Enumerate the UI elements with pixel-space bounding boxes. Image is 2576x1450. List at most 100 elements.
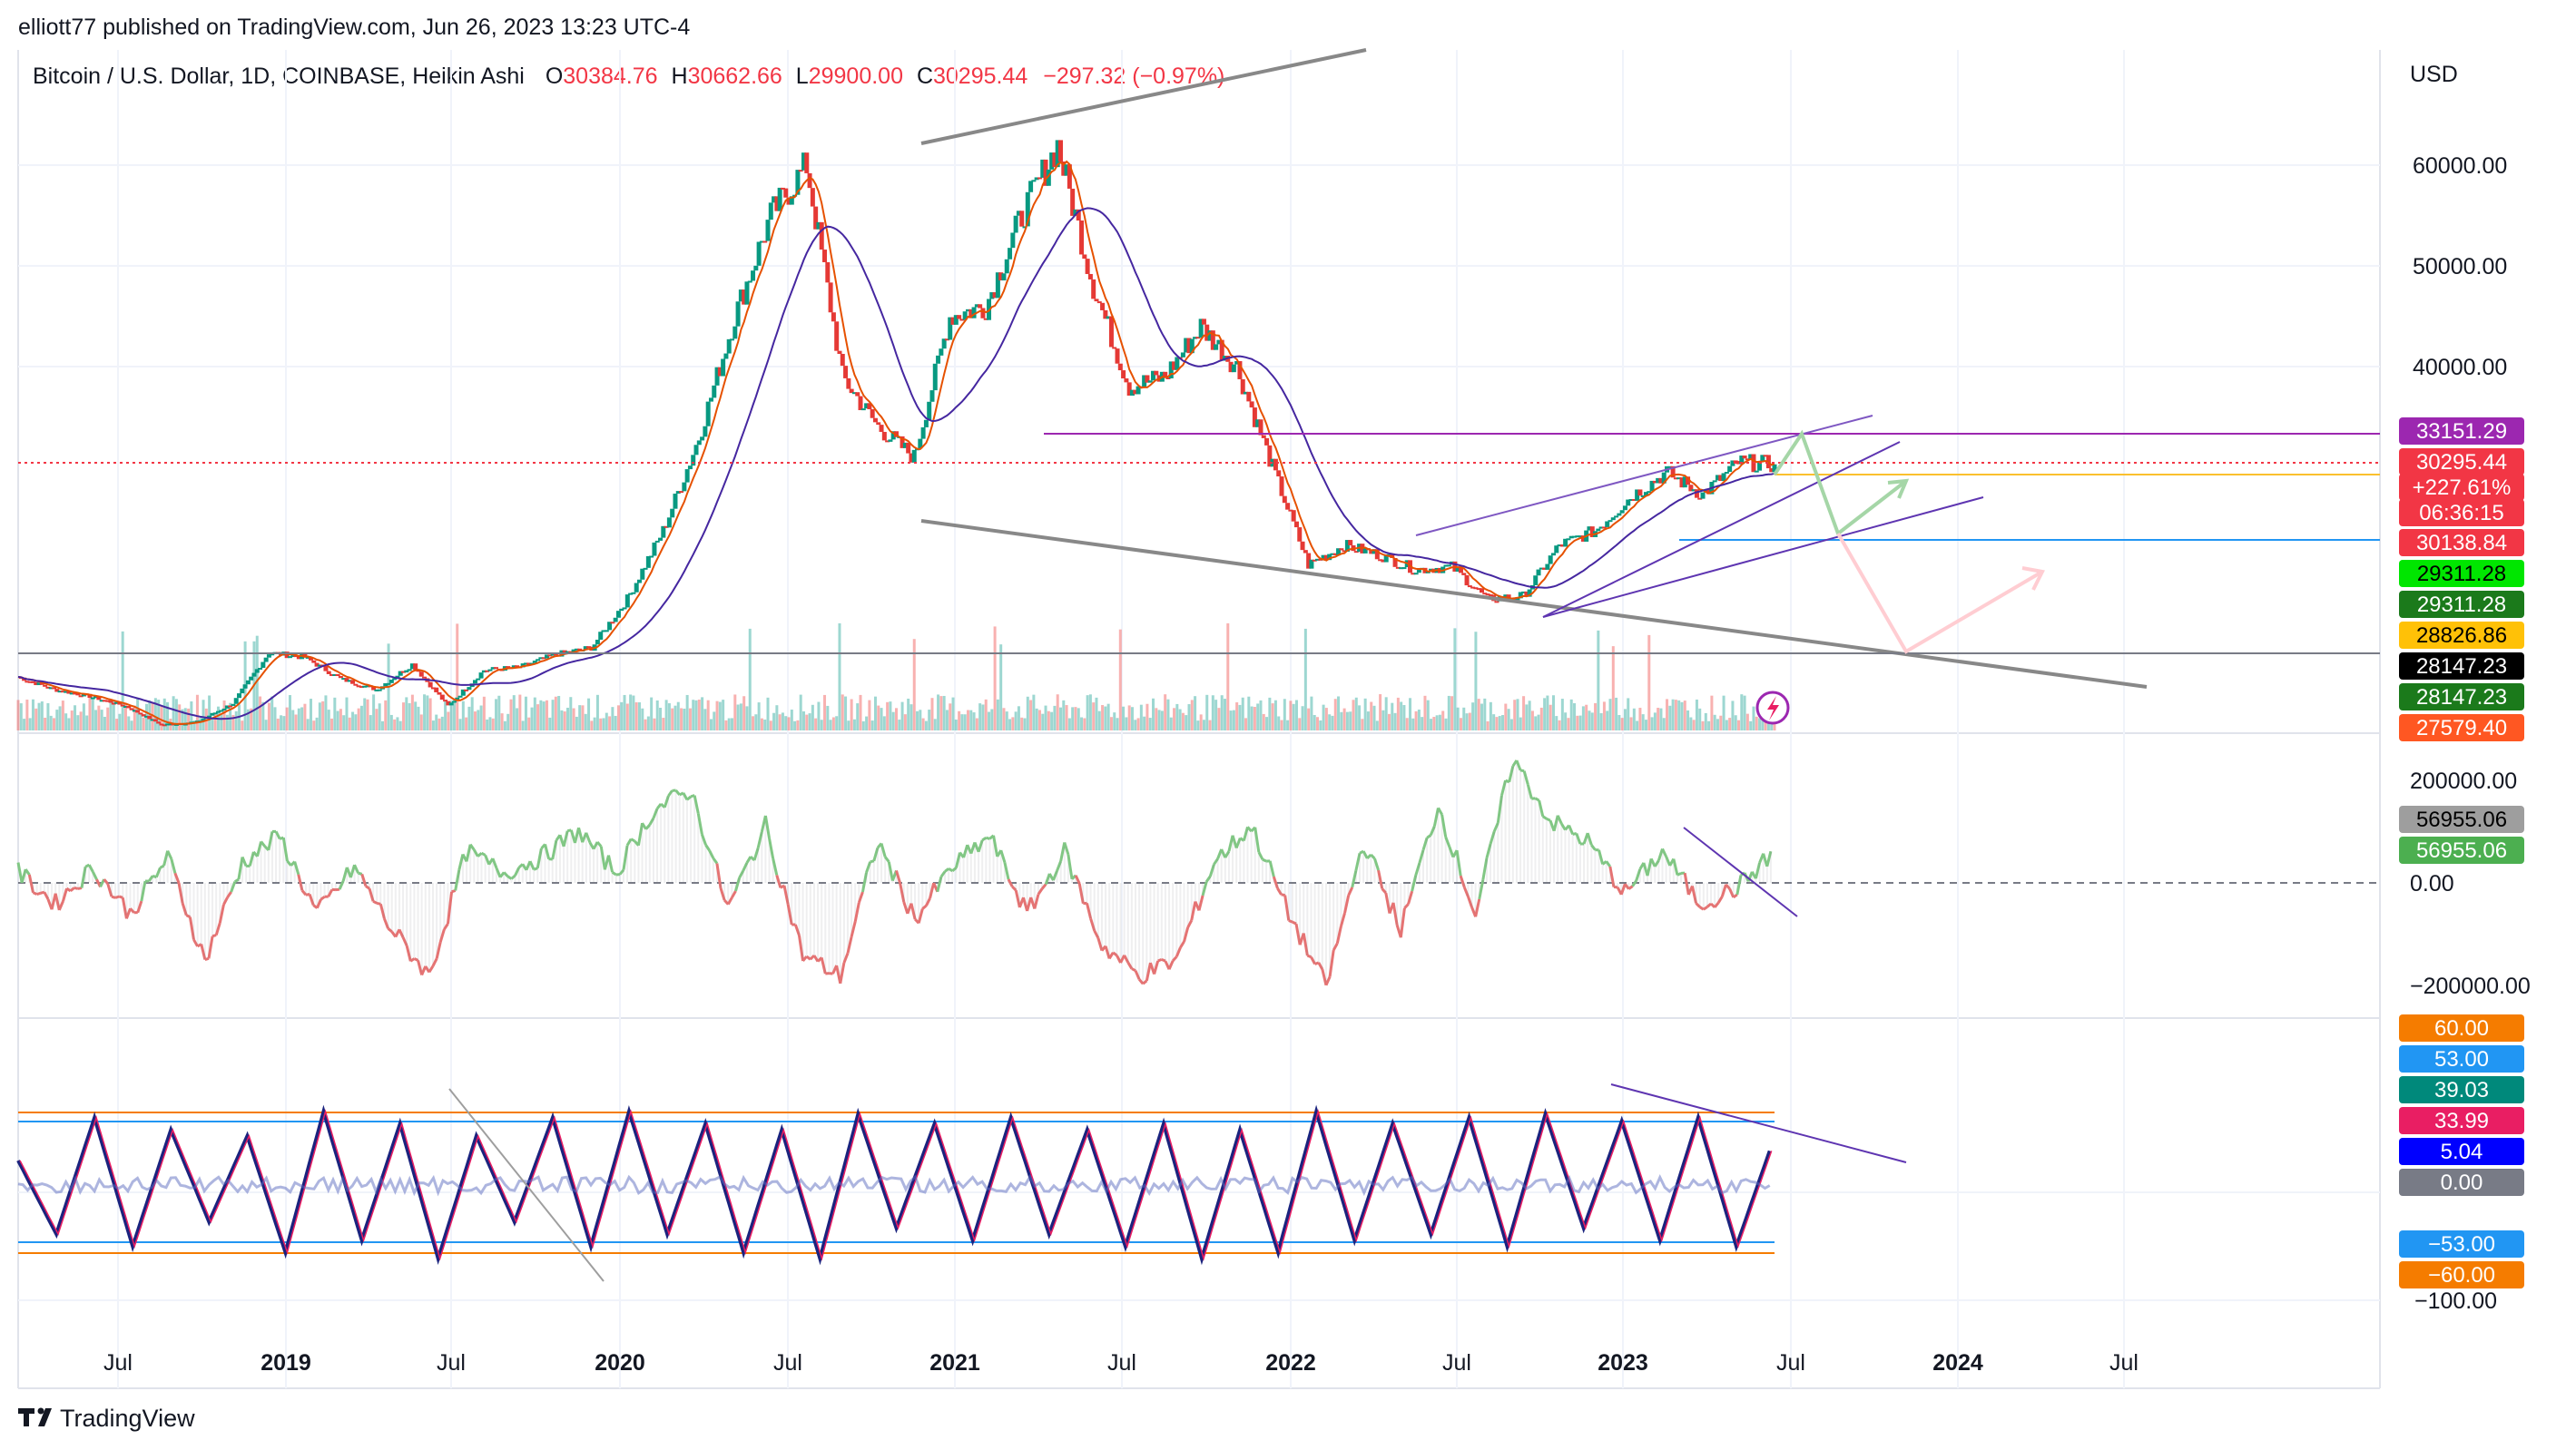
volume-bar: [1686, 710, 1690, 730]
volume-bar: [775, 705, 779, 730]
candle: [1772, 464, 1777, 473]
candle: [1760, 455, 1765, 462]
volume-bar: [67, 718, 71, 730]
mid-line-seg: [480, 851, 487, 857]
volume-bar: [348, 717, 351, 730]
lightning-icon[interactable]: [1755, 691, 1790, 725]
volume-bar: [1363, 698, 1367, 730]
candle: [1733, 460, 1738, 463]
volume-bar: [981, 704, 985, 730]
volume-bar: [213, 713, 217, 730]
mid-line-seg: [233, 877, 240, 883]
candle: [777, 187, 782, 211]
mid-line-seg: [1281, 893, 1285, 897]
candle: [1411, 573, 1416, 575]
mid-line-seg: [839, 962, 846, 985]
volume-bar: [1405, 718, 1409, 730]
candle: [1073, 209, 1078, 216]
volume-bar: [1058, 707, 1062, 730]
volume-bar: [1074, 707, 1077, 730]
candle: [73, 692, 78, 695]
mid-line-seg: [491, 857, 498, 869]
x-tick-label: Jul: [1442, 1350, 1471, 1376]
mid-line-seg: [267, 831, 274, 851]
volume-bar: [506, 713, 510, 730]
volume-bar: [222, 700, 226, 730]
volume-bar: [1411, 718, 1415, 730]
volume-bar: [1067, 718, 1071, 730]
candle: [1207, 330, 1213, 341]
volume-bar: [898, 720, 901, 730]
candle: [1455, 567, 1460, 572]
mid-line-seg: [129, 907, 135, 914]
volume-bar: [23, 719, 26, 730]
candle: [1214, 344, 1219, 350]
mid-line-seg: [338, 880, 345, 890]
volume-bar: [1244, 718, 1248, 730]
candle: [562, 650, 567, 652]
candle: [747, 280, 752, 283]
x-tick-label: 2021: [929, 1350, 980, 1376]
volume-bar: [1704, 712, 1707, 730]
mid-line-seg: [1631, 879, 1637, 887]
volume-bar: [996, 699, 999, 730]
candle: [738, 289, 743, 302]
candle: [944, 338, 949, 341]
volume-bar: [581, 705, 585, 730]
volume-bar: [199, 718, 202, 730]
volume-bar: [1683, 701, 1686, 730]
candle: [1040, 159, 1046, 178]
volume-bar: [1450, 696, 1454, 730]
mid-line-seg: [305, 893, 310, 896]
osc-badge-text: 33.99: [2434, 1109, 2489, 1133]
candle: [451, 701, 457, 703]
mid-line-seg: [696, 813, 703, 835]
volume-bar: [715, 701, 719, 730]
candle: [1306, 553, 1312, 569]
mid-line-seg: [1343, 895, 1351, 914]
candle: [1610, 517, 1616, 521]
candle: [1443, 564, 1449, 567]
volume-bar: [229, 702, 232, 730]
candle: [825, 261, 831, 283]
mid-line-seg: [1474, 898, 1481, 917]
mid-line-seg: [200, 944, 207, 960]
mid-line-seg: [1381, 887, 1387, 895]
candle: [1647, 491, 1652, 494]
candle: [577, 648, 583, 651]
candle: [1601, 526, 1607, 529]
candle: [1679, 477, 1685, 488]
volume-bar: [870, 720, 874, 730]
candle: [1285, 503, 1291, 510]
mid-line-seg: [1131, 967, 1136, 972]
mid-line-seg: [1556, 815, 1563, 825]
symbol-title: Bitcoin / U.S. Dollar, 1D, COINBASE, Hei…: [33, 64, 1224, 89]
candle: [1518, 592, 1523, 599]
volume-bar: [1534, 716, 1538, 730]
candle: [721, 358, 726, 377]
volume-bar: [294, 714, 298, 730]
candle: [359, 686, 364, 689]
mid-line-seg: [1683, 872, 1690, 896]
volume-bar: [64, 713, 68, 730]
volume-bar: [1549, 704, 1552, 730]
candle: [1578, 535, 1583, 538]
candle: [1303, 550, 1308, 554]
candle: [1488, 594, 1493, 597]
candle: [1013, 215, 1018, 233]
volume-bar: [1289, 701, 1293, 730]
volume-bar: [491, 718, 495, 730]
volume-bar: [136, 698, 140, 730]
volume-bar: [1041, 713, 1045, 730]
volume-bar: [1755, 716, 1758, 730]
volume-bar: [142, 717, 145, 730]
mid-line-seg: [1462, 887, 1470, 897]
volume-bar: [799, 694, 802, 730]
volume-bar: [1092, 702, 1096, 730]
volume-bar: [937, 694, 940, 730]
volume-bar: [1758, 718, 1762, 730]
candle: [1321, 554, 1326, 561]
candle: [819, 221, 824, 250]
volume-bar: [731, 718, 734, 730]
